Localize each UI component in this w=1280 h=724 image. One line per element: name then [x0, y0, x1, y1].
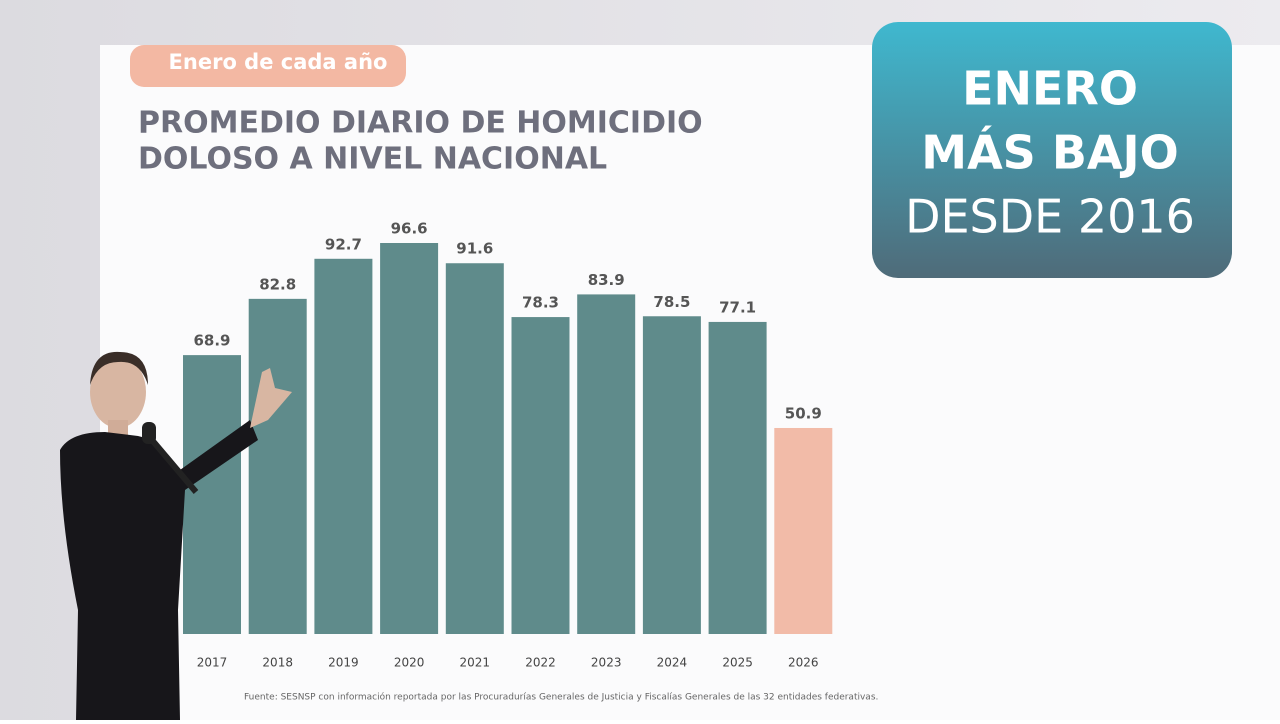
bar	[577, 294, 636, 634]
title-line: PROMEDIO DIARIO DE HOMICIDIO	[138, 106, 703, 141]
x-tick-label: 2024	[657, 656, 688, 670]
bar	[445, 263, 504, 634]
x-tick-label: 2023	[591, 656, 622, 670]
callout-line: MÁS BAJO	[921, 126, 1178, 180]
bar	[774, 427, 833, 634]
bar	[183, 355, 241, 634]
value-label: 77.1	[719, 298, 756, 316]
bar	[642, 316, 701, 634]
value-label: 78.5	[653, 293, 690, 311]
callout-box	[872, 22, 1232, 278]
bar	[248, 298, 307, 634]
callout-line: ENERO	[962, 62, 1138, 116]
bar	[511, 317, 570, 634]
x-tick-label: 2017	[197, 656, 228, 670]
x-tick-label: 2022	[525, 656, 556, 670]
value-label: 96.6	[391, 220, 428, 238]
value-label: 82.8	[259, 275, 296, 293]
tag-pill	[130, 45, 406, 87]
x-tick-label: 2020	[394, 656, 425, 670]
plot: 68.9 2017 82.8 2018 92.7 2019 96.6 2020 91.6 2021…	[183, 220, 833, 670]
source: Fuente: SESNSP con información reportada…	[244, 692, 878, 703]
x-tick-label: 2018	[262, 656, 293, 670]
title-line: DOLOSO A NIVEL NACIONAL	[138, 142, 607, 177]
value-label: 91.6	[456, 240, 493, 258]
x-tick-label: 2019	[328, 656, 359, 670]
value-label: 50.9	[785, 404, 822, 422]
presenter	[60, 351, 292, 720]
bar	[708, 321, 767, 634]
x-tick-label: 2021	[460, 656, 491, 670]
value-label: 78.3	[522, 294, 559, 312]
tag: Enero de cada año	[169, 50, 388, 74]
bar	[380, 243, 439, 634]
callout-line: DESDE 2016	[905, 190, 1195, 244]
value-label: 83.9	[588, 271, 625, 289]
x-tick-label: 2026	[788, 656, 819, 670]
value-label: 92.7	[325, 235, 362, 253]
value-label: 68.9	[193, 332, 230, 350]
x-tick-label: 2025	[722, 656, 753, 670]
bar	[314, 258, 373, 634]
